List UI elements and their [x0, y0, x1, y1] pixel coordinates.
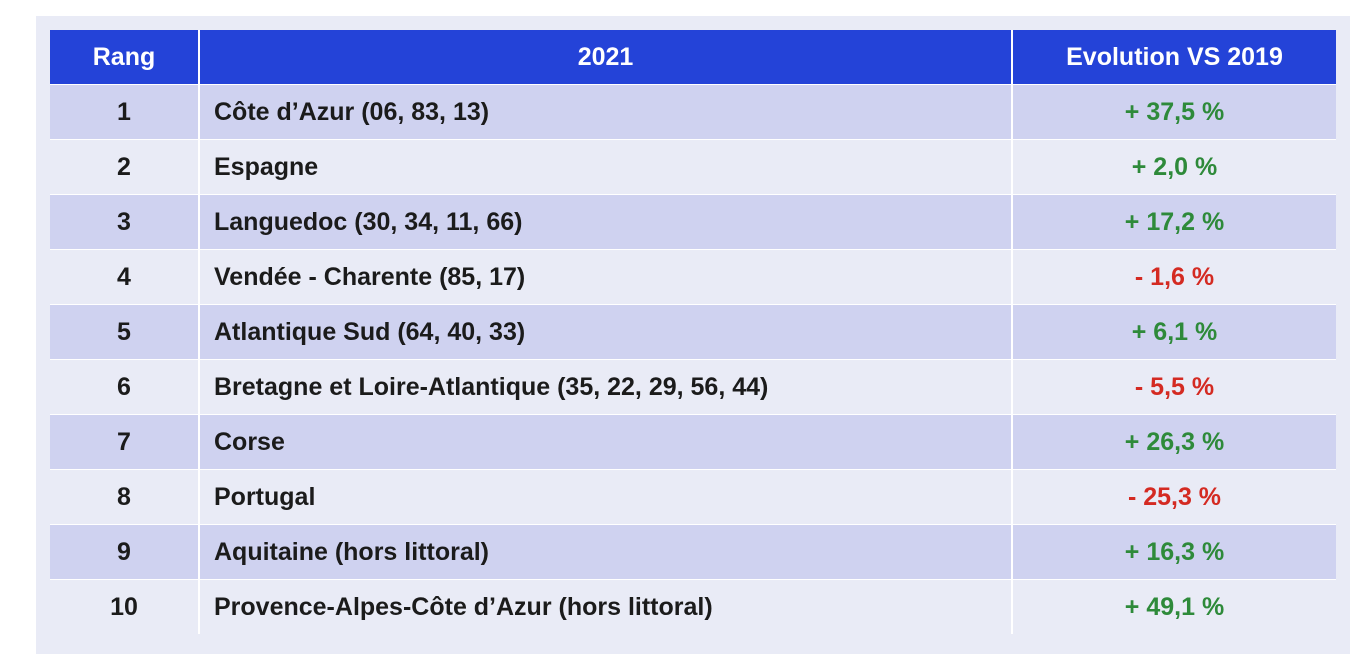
evolution-cell: + 6,1 % — [1012, 304, 1336, 360]
table-header-row: Rang 2021 Evolution VS 2019 — [50, 30, 1336, 85]
table-row: 9 Aquitaine (hors littoral) + 16,3 % — [50, 524, 1336, 580]
evolution-cell: - 25,3 % — [1012, 469, 1336, 525]
table-row: 6 Bretagne et Loire-Atlantique (35, 22, … — [50, 359, 1336, 415]
rank-cell: 2 — [50, 139, 200, 195]
evolution-cell: + 26,3 % — [1012, 414, 1336, 470]
table-row: 1 Côte d’Azur (06, 83, 13) + 37,5 % — [50, 84, 1336, 140]
destination-cell: Espagne — [199, 139, 1013, 195]
ranking-table: Rang 2021 Evolution VS 2019 1 Côte d’Azu… — [50, 30, 1336, 634]
header-year: 2021 — [199, 30, 1013, 85]
rank-cell: 10 — [50, 579, 200, 634]
destination-cell: Portugal — [199, 469, 1013, 525]
rank-cell: 9 — [50, 524, 200, 580]
table-row: 3 Languedoc (30, 34, 11, 66) + 17,2 % — [50, 194, 1336, 250]
table-row: 7 Corse + 26,3 % — [50, 414, 1336, 470]
destination-cell: Atlantique Sud (64, 40, 33) — [199, 304, 1013, 360]
evolution-cell: - 5,5 % — [1012, 359, 1336, 415]
header-evolution: Evolution VS 2019 — [1012, 30, 1336, 85]
rank-cell: 8 — [50, 469, 200, 525]
table-row: 8 Portugal - 25,3 % — [50, 469, 1336, 525]
destination-cell: Vendée - Charente (85, 17) — [199, 249, 1013, 305]
rank-cell: 5 — [50, 304, 200, 360]
rank-cell: 7 — [50, 414, 200, 470]
table-row: 5 Atlantique Sud (64, 40, 33) + 6,1 % — [50, 304, 1336, 360]
rank-cell: 1 — [50, 84, 200, 140]
table-row: 10 Provence-Alpes-Côte d’Azur (hors litt… — [50, 579, 1336, 634]
destination-cell: Aquitaine (hors littoral) — [199, 524, 1013, 580]
header-rank: Rang — [50, 30, 200, 85]
evolution-cell: + 17,2 % — [1012, 194, 1336, 250]
table-row: 2 Espagne + 2,0 % — [50, 139, 1336, 195]
destination-cell: Côte d’Azur (06, 83, 13) — [199, 84, 1013, 140]
destination-cell: Bretagne et Loire-Atlantique (35, 22, 29… — [199, 359, 1013, 415]
rank-cell: 3 — [50, 194, 200, 250]
evolution-cell: + 16,3 % — [1012, 524, 1336, 580]
rank-cell: 4 — [50, 249, 200, 305]
destination-cell: Provence-Alpes-Côte d’Azur (hors littora… — [199, 579, 1013, 634]
table-row: 4 Vendée - Charente (85, 17) - 1,6 % — [50, 249, 1336, 305]
destination-cell: Languedoc (30, 34, 11, 66) — [199, 194, 1013, 250]
evolution-cell: + 2,0 % — [1012, 139, 1336, 195]
evolution-cell: + 49,1 % — [1012, 579, 1336, 634]
destination-cell: Corse — [199, 414, 1013, 470]
evolution-cell: - 1,6 % — [1012, 249, 1336, 305]
evolution-cell: + 37,5 % — [1012, 84, 1336, 140]
rank-cell: 6 — [50, 359, 200, 415]
